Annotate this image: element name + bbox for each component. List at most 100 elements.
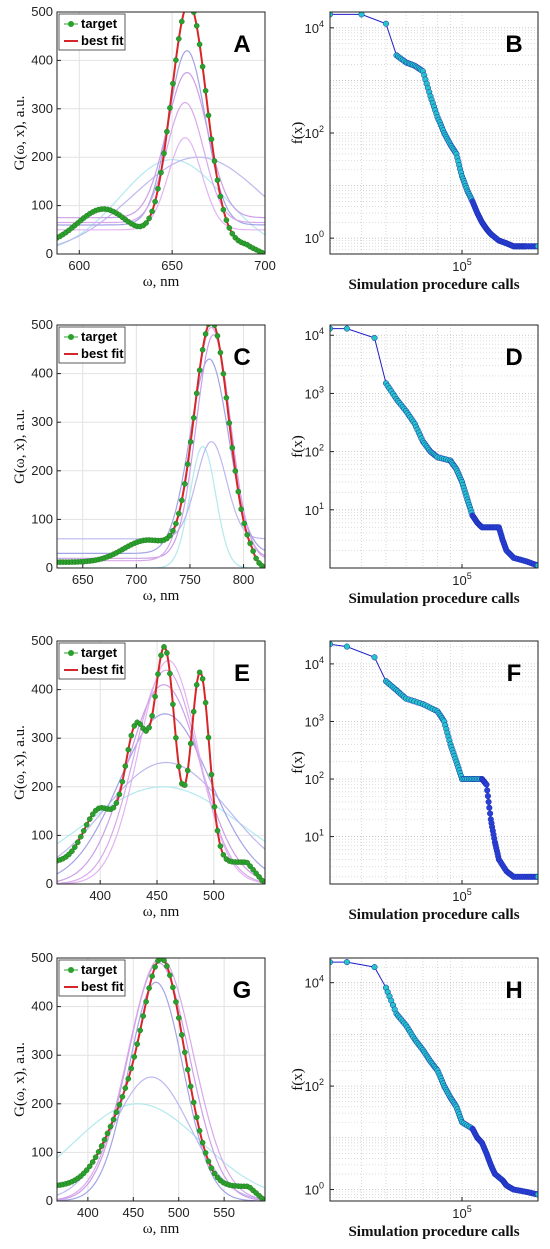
search-point [484, 793, 491, 800]
target-point [217, 349, 224, 356]
plot-series [57, 958, 265, 1201]
panel-d: 101 102 103 104 105 Simulation procedure call… [290, 324, 539, 607]
target-point [128, 1065, 135, 1072]
legend-target-label: target [81, 962, 118, 977]
target-point [223, 394, 230, 401]
target-point [152, 693, 158, 700]
target-point [152, 198, 158, 205]
target-point [78, 833, 84, 840]
plot-series [57, 644, 265, 884]
target-point [175, 763, 182, 770]
axes-frame [329, 957, 539, 1202]
target-point [69, 848, 75, 855]
y-axis-label: f(x) [290, 122, 306, 145]
target-point [137, 1027, 143, 1034]
target-point [247, 540, 253, 547]
target-point [199, 63, 206, 70]
target-point [220, 370, 227, 377]
target-point [161, 958, 167, 964]
search-point [343, 643, 350, 650]
y-tick-label: 102 [305, 1077, 324, 1094]
target-point [143, 220, 149, 226]
target-point [178, 497, 185, 504]
x-tick-label: 105 [452, 257, 471, 274]
y-tick-label: 100 [305, 1181, 324, 1198]
target-point [178, 1032, 185, 1038]
plot-series [330, 959, 538, 1198]
plot-area [330, 641, 538, 884]
y-tick-label: 103 [305, 712, 324, 729]
panel-letter: C [233, 344, 250, 371]
panel-c: 650 700 750 800 0 100 200 300 400 500 ω, nm G(ω, x)… [12, 317, 266, 604]
legend-fit-label: best fit [81, 33, 124, 48]
target-point [146, 215, 152, 222]
y-tick-label: 100 [31, 511, 53, 526]
target-point [226, 225, 233, 231]
x-axis-label: ω, nm [143, 1221, 180, 1237]
target-point [253, 870, 259, 877]
y-tick-label: 500 [31, 950, 53, 965]
axes-frame [56, 11, 266, 255]
y-axis-label: G(ω, x), a.u. [12, 409, 28, 484]
target-point [190, 1099, 197, 1106]
legend-target-marker [68, 967, 74, 973]
target-point [220, 852, 227, 858]
target-point [125, 746, 132, 753]
target-point [173, 57, 179, 63]
plot-series [57, 325, 265, 568]
y-tick-label: 104 [305, 974, 324, 991]
target-point [214, 827, 221, 834]
target-point [208, 1165, 215, 1171]
y-tick-label: 100 [305, 229, 324, 246]
legend: target best fit [58, 642, 126, 680]
y-tick-label: 101 [305, 828, 324, 845]
x-tick-label: 400 [89, 888, 111, 903]
x-tick-label: 800 [233, 572, 255, 587]
target-point [250, 866, 256, 873]
target-point [89, 1159, 96, 1165]
target-point [137, 721, 143, 727]
y-tick-label: 0 [46, 1193, 53, 1208]
target-point [155, 185, 161, 192]
target-point [244, 532, 250, 538]
target-point [214, 333, 221, 339]
y-tick-label: 200 [31, 149, 53, 164]
y-axis-label: G(ω, x), a.u. [12, 1042, 28, 1117]
y-axis-label: f(x) [290, 435, 306, 458]
search-point [534, 562, 538, 568]
axes-frame [329, 324, 539, 569]
target-point [229, 230, 236, 237]
legend-target-marker [68, 334, 74, 340]
target-point [175, 36, 182, 42]
target-point [196, 669, 203, 676]
axes-frame [329, 640, 539, 885]
target-point [247, 863, 253, 869]
target-point [110, 804, 117, 811]
x-tick-label: 400 [77, 1205, 99, 1220]
population-curve [57, 761, 265, 858]
target-point [190, 708, 197, 715]
target-point [220, 206, 227, 213]
target-point [107, 1123, 114, 1130]
target-point [167, 670, 173, 677]
target-point [214, 177, 221, 183]
y-tick-label: 300 [31, 101, 53, 116]
panel-h: 100 102 104 105 Simulation procedure calls f(… [290, 957, 539, 1240]
x-tick-label: 750 [179, 572, 201, 587]
population-curve [57, 445, 265, 568]
search-point [534, 873, 538, 880]
target-point [170, 528, 176, 534]
target-point [164, 650, 170, 656]
panel-e: 400 450 500 0 100 200 300 400 500 ω, nm G(ω, x), a… [12, 633, 266, 920]
target-point [211, 158, 218, 164]
x-tick-label: 700 [254, 258, 276, 273]
target-point [149, 973, 155, 980]
target-point [184, 1066, 191, 1073]
target-point [205, 1158, 212, 1165]
y-tick-label: 104 [305, 326, 324, 343]
plot-area [330, 958, 538, 1201]
search-point [534, 243, 538, 250]
target-point [217, 843, 224, 849]
y-tick-label: 100 [31, 827, 53, 842]
